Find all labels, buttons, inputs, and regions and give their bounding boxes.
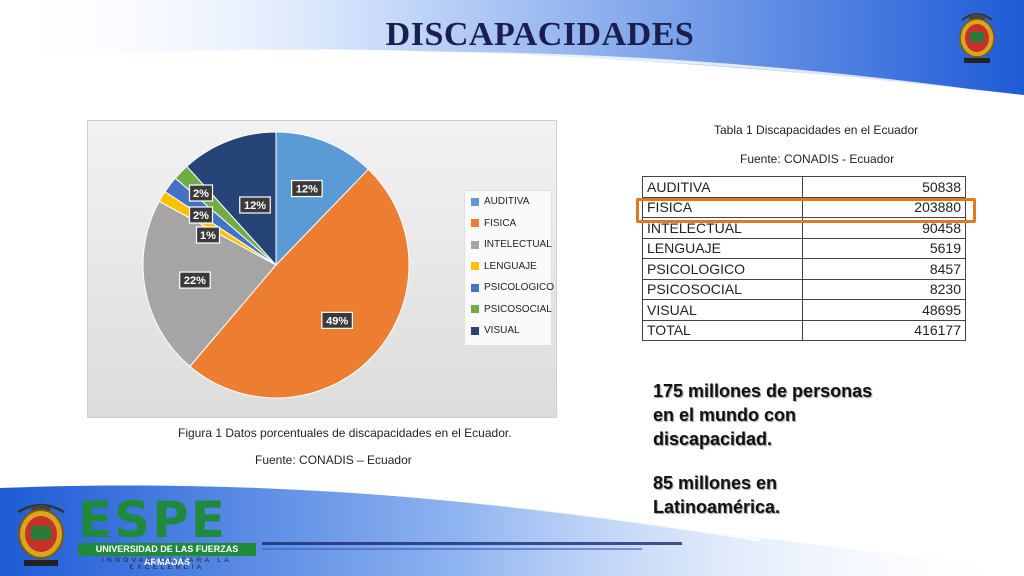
pie-label-psicologico: 2% xyxy=(188,206,214,224)
table-cell-label: PSICOLOGICO xyxy=(642,258,803,280)
footer-background xyxy=(0,480,1024,576)
chart-legend: AUDITIVA FISICA INTELECTUAL LENGUAJE PSICOLO… xyxy=(464,190,555,346)
pie-chart-panel: 12% 49% 22% 1% 2% 2% 12% AUDITIVA FISICA INTELEC… xyxy=(87,120,557,418)
legend-label: PSICOSOCIAL xyxy=(484,303,552,315)
legend-item-intelectual: INTELECTUAL xyxy=(465,234,552,256)
espe-wordmark: ESPE xyxy=(78,491,227,549)
table-cell-label: VISUAL xyxy=(642,299,803,321)
table-cell-value: 5619 xyxy=(802,237,966,259)
legend-swatch xyxy=(471,240,479,249)
header-background xyxy=(0,0,1024,100)
table-cell-label: PSICOSOCIAL xyxy=(642,278,803,300)
fact-world-line-2: en el mundo con xyxy=(653,405,797,425)
legend-label: INTELECTUAL xyxy=(484,239,552,251)
svg-text:22%: 22% xyxy=(184,275,206,287)
table-cell-value: 8230 xyxy=(802,278,966,300)
svg-text:12%: 12% xyxy=(244,200,266,212)
figure-caption: Figura 1 Datos porcentuales de discapaci… xyxy=(178,426,512,440)
table-source: Fuente: CONADIS - Ecuador xyxy=(740,152,895,166)
table-caption: Tabla 1 Discapacidades en el Ecuador xyxy=(714,123,919,137)
table-cell-value: 50838 xyxy=(802,176,966,198)
table-row-visual: VISUAL 48695 xyxy=(642,299,966,321)
pie-chart: 12% 49% 22% 1% 2% 2% 12% xyxy=(142,131,410,399)
svg-text:1%: 1% xyxy=(200,230,216,242)
legend-label: AUDITIVA xyxy=(484,196,530,208)
table-row-auditiva: AUDITIVA 50838 xyxy=(642,176,966,198)
legend-swatch xyxy=(471,283,479,292)
figure-source: Fuente: CONADIS – Ecuador xyxy=(255,453,412,467)
fact-world: 175 millones de personas en el mundo con… xyxy=(653,379,872,451)
espe-name-bar xyxy=(78,543,256,556)
table-cell-value: 48695 xyxy=(802,299,966,321)
legend-swatch xyxy=(471,219,479,228)
svg-text:2%: 2% xyxy=(193,188,209,200)
legend-item-psicologico: PSICOLOGICO xyxy=(465,277,555,299)
legend-label: VISUAL xyxy=(484,325,520,337)
svg-text:2%: 2% xyxy=(193,210,209,222)
svg-text:12%: 12% xyxy=(296,184,318,196)
fact-latam-line-2: Latinoamérica. xyxy=(653,497,781,517)
pie-slice-auditiva xyxy=(275,131,370,267)
svg-text:49%: 49% xyxy=(326,315,348,327)
table-row-total: TOTAL 416177 xyxy=(642,319,966,341)
table-row-lenguaje: LENGUAJE 5619 xyxy=(642,237,966,259)
slide-title: DISCAPACIDADES xyxy=(385,16,695,53)
fact-latam: 85 millones en Latinoamérica. xyxy=(653,471,780,519)
fisica-highlight-box xyxy=(636,198,976,223)
espe-crest-icon xyxy=(17,503,65,566)
legend-item-fisica: FISICA xyxy=(465,213,551,235)
table-cell-label: LENGUAJE xyxy=(642,237,803,259)
legend-item-lenguaje: LENGUAJE xyxy=(465,256,551,278)
fact-world-line-1: 175 millones de personas xyxy=(653,381,873,401)
legend-label: LENGUAJE xyxy=(484,260,537,272)
legend-swatch xyxy=(471,326,479,335)
university-crest-icon xyxy=(959,13,995,63)
legend-swatch xyxy=(471,262,479,271)
table-cell-label: AUDITIVA xyxy=(642,176,803,198)
legend-swatch xyxy=(471,197,479,206)
table-row-psicologico: PSICOLOGICO 8457 xyxy=(642,258,966,280)
legend-swatch xyxy=(471,305,479,314)
table-cell-value: 416177 xyxy=(802,319,966,341)
pie-label-fisica: 49% xyxy=(321,311,353,329)
pie-label-lenguaje: 1% xyxy=(195,226,221,244)
legend-item-visual: VISUAL xyxy=(465,320,551,342)
pie-slice-fisica xyxy=(189,168,410,399)
legend-label: PSICOLOGICO xyxy=(484,282,555,294)
espe-university-name: UNIVERSIDAD DE LAS FUERZAS ARMADAS xyxy=(95,544,239,567)
table-cell-value: 8457 xyxy=(802,258,966,280)
table-row-fisica: FISICA 203880 xyxy=(642,196,966,218)
pie-slice-visual xyxy=(186,131,277,267)
legend-item-auditiva: AUDITIVA xyxy=(465,191,551,213)
espe-motto: INNOVACIÓN PARA LA EXCELENCIA xyxy=(101,557,233,571)
table-row-psicosocial: PSICOSOCIAL 8230 xyxy=(642,278,966,300)
table-cell-label: TOTAL xyxy=(642,319,803,341)
pie-label-auditiva: 12% xyxy=(291,179,323,198)
fact-world-line-3: discapacidad. xyxy=(653,429,773,449)
fact-latam-line-1: 85 millones en xyxy=(653,473,778,493)
pie-label-psicosocial: 2% xyxy=(188,184,214,202)
pie-label-intelectual: 22% xyxy=(179,271,211,289)
legend-item-psicosocial: PSICOSOCIAL xyxy=(465,299,552,321)
legend-label: FISICA xyxy=(484,217,517,229)
pie-label-visual: 12% xyxy=(239,196,271,214)
